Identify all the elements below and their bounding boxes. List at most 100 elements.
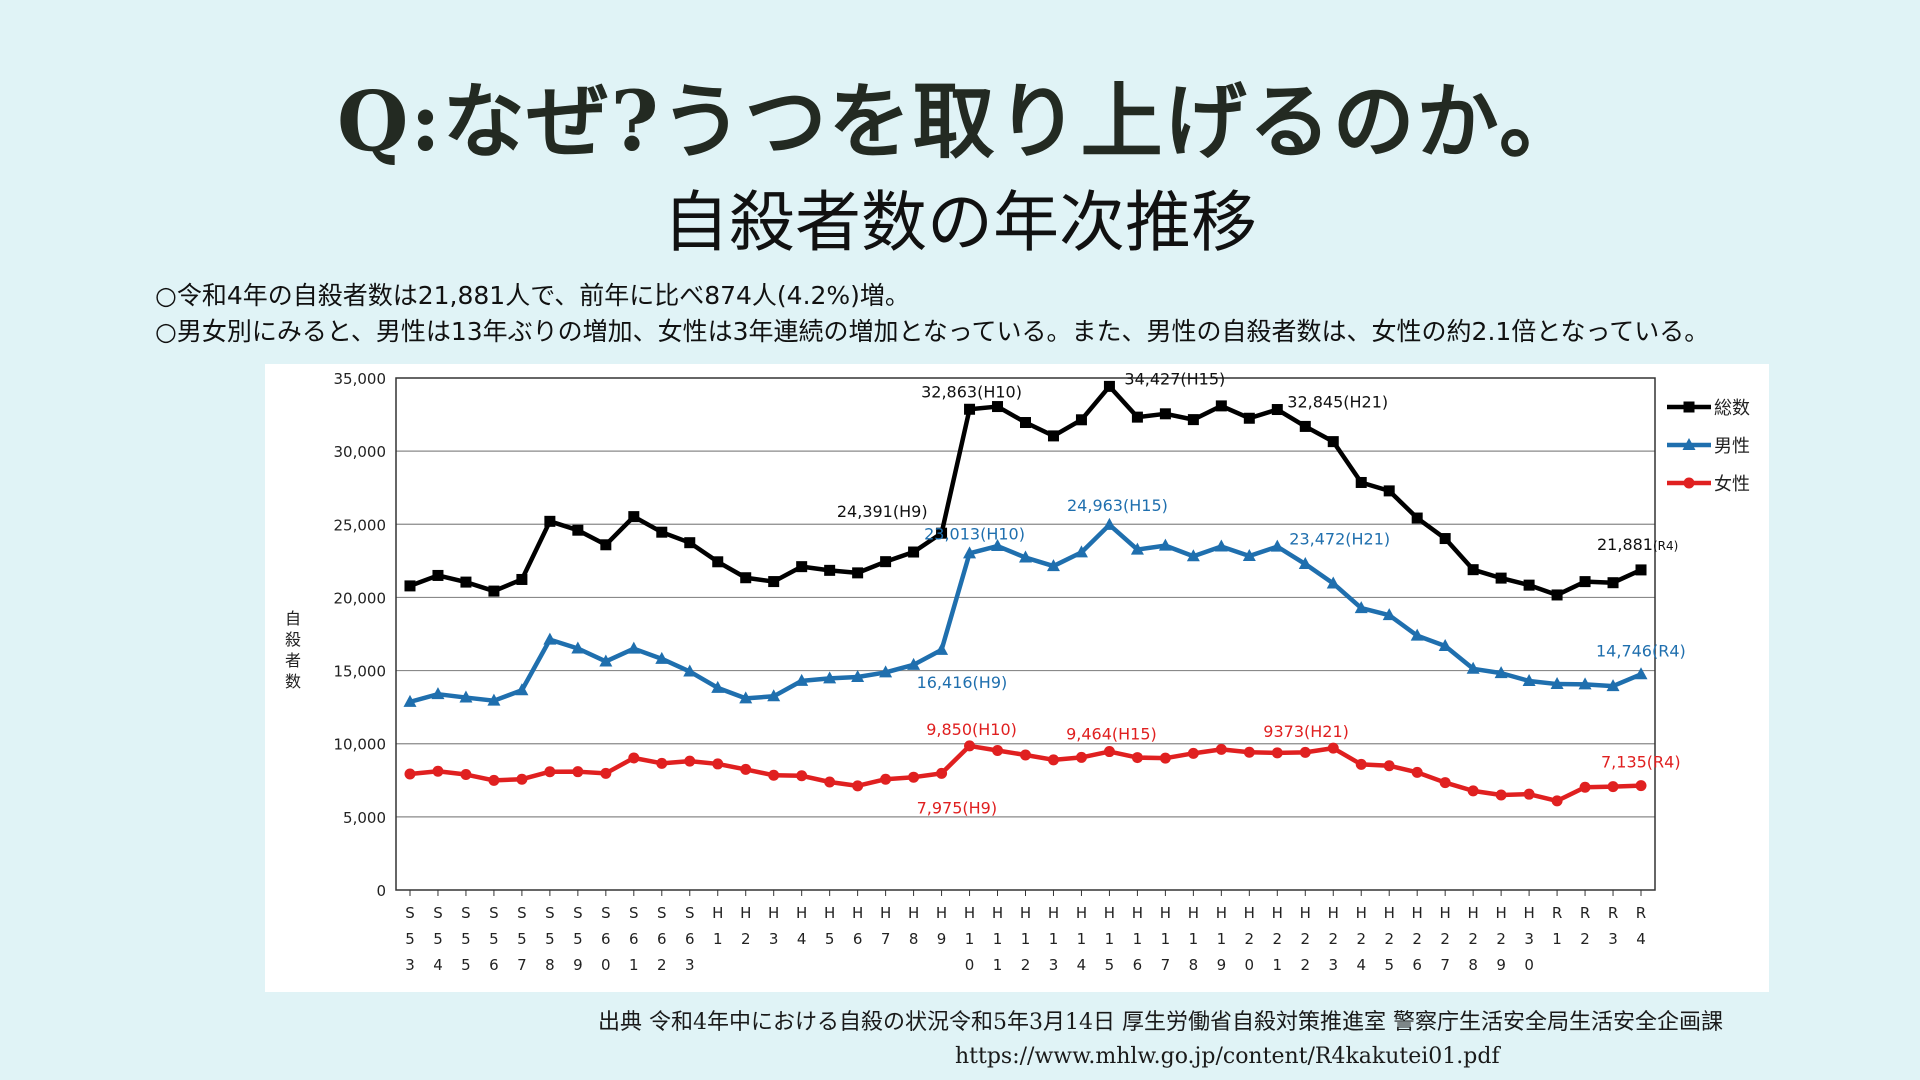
data-point-female (1495, 789, 1507, 801)
data-label: 9373(H21) (1263, 722, 1349, 741)
data-point-male (1382, 608, 1396, 621)
data-point-male (1270, 539, 1284, 552)
data-point-total (852, 567, 864, 579)
data-point-total (684, 537, 696, 549)
data-point-male (543, 632, 557, 645)
data-point-total (1579, 576, 1591, 588)
data-point-female (964, 740, 976, 752)
y-tick-label: 20,000 (334, 589, 387, 607)
data-point-female (1075, 751, 1087, 763)
data-point-male (655, 651, 669, 664)
data-point-female (1327, 742, 1339, 754)
data-point-male (1494, 666, 1508, 679)
data-point-male (851, 670, 865, 683)
data-point-male (1354, 601, 1368, 614)
data-point-female (908, 771, 920, 783)
data-point-male (683, 664, 697, 677)
data-point-female (1159, 752, 1171, 764)
data-point-female (656, 757, 668, 769)
data-point-female (1187, 747, 1199, 759)
data-point-total (1355, 476, 1367, 488)
data-point-male (1214, 539, 1228, 552)
data-point-male (711, 680, 725, 693)
data-point-female (1047, 754, 1059, 766)
legend-marker-total (1683, 401, 1695, 413)
data-point-male (1074, 545, 1088, 558)
data-point-male (935, 642, 949, 655)
data-point-total (1215, 400, 1227, 412)
data-label: 32,845(H21) (1287, 393, 1388, 412)
data-label: 24,391(H9) (837, 502, 928, 521)
summary-line-2: ○男女別にみると、男性は13年ぶりの増加、女性は3年連続の増加となっている。また… (155, 317, 1710, 346)
data-point-total (1020, 417, 1031, 429)
data-point-female (488, 774, 500, 786)
data-point-total (964, 403, 976, 415)
data-point-total (1439, 533, 1451, 545)
data-label: 16,416(H9) (917, 673, 1008, 692)
data-point-male (1019, 550, 1032, 563)
data-point-male (823, 671, 837, 684)
data-point-female (1020, 749, 1031, 761)
data-point-female (824, 776, 836, 788)
data-point-total (1075, 414, 1087, 426)
data-point-male (1102, 517, 1116, 530)
data-point-total (768, 576, 780, 588)
data-point-total (740, 572, 752, 584)
data-point-female (1383, 760, 1395, 772)
summary-line-1: ○令和4年の自殺者数は21,881人で、前年に比べ874人(4.2%)増。 (155, 281, 910, 310)
y-tick-label: 5,000 (343, 809, 386, 827)
data-point-female (1439, 777, 1451, 789)
data-point-total (712, 556, 724, 568)
data-point-male (1634, 667, 1648, 680)
legend-marker-male (1682, 438, 1696, 450)
data-point-total (572, 524, 584, 536)
data-point-male (1438, 638, 1452, 651)
data-point-male (1298, 557, 1312, 570)
data-point-male (571, 641, 585, 654)
data-point-total (824, 564, 836, 576)
data-point-female (992, 745, 1004, 757)
data-point-total (1243, 412, 1255, 424)
data-point-male (403, 694, 417, 707)
data-point-total (1495, 572, 1507, 584)
data-point-male (1550, 677, 1564, 690)
data-point-male (1242, 549, 1256, 562)
data-point-male (1186, 549, 1200, 562)
data-point-female (432, 765, 444, 777)
data-point-female (712, 758, 724, 770)
data-point-female (1299, 746, 1311, 758)
data-point-female (1103, 746, 1115, 758)
data-point-total (1411, 512, 1423, 524)
data-label: 32,863(H10) (921, 382, 1022, 401)
y-tick-label: 25,000 (334, 516, 387, 534)
data-label: 7,975(H9) (917, 798, 998, 817)
y-tick-label: 15,000 (334, 663, 387, 681)
data-point-total (488, 585, 500, 597)
data-point-female (1271, 747, 1283, 759)
legend-label-male: 男性 (1714, 436, 1750, 457)
data-label: 34,427(H15) (1124, 369, 1225, 388)
summary-block: ○令和4年の自殺者数は21,881人で、前年に比べ874人(4.2%)増。 ○男… (155, 278, 1895, 350)
data-point-female (1131, 752, 1143, 764)
data-point-total (1551, 589, 1563, 601)
